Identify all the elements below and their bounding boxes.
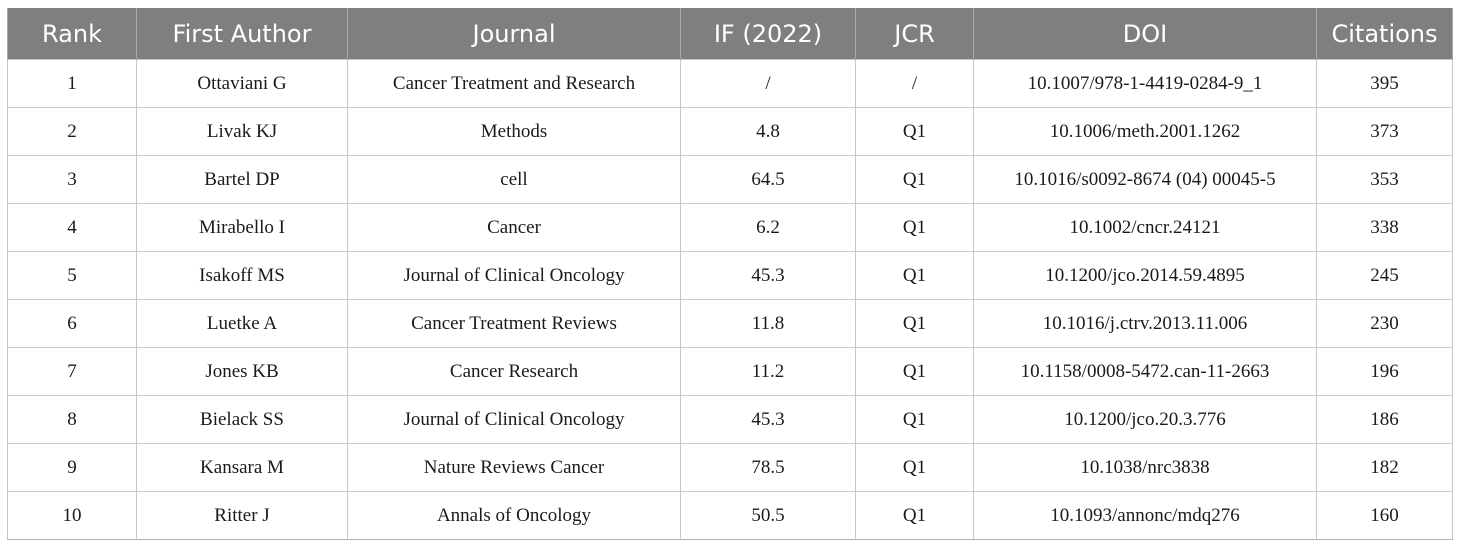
cell-journal: Cancer Treatment Reviews (347, 299, 681, 348)
cell-jcr: Q1 (855, 443, 974, 492)
table-row: 8 Bielack SS Journal of Clinical Oncolog… (7, 395, 1453, 444)
table-row: 7 Jones KB Cancer Research 11.2 Q1 10.11… (7, 347, 1453, 396)
cell-first-author: Luetke A (136, 299, 348, 348)
citations-table-container: Rank First Author Journal IF (2022) JCR … (7, 8, 1453, 540)
cell-rank: 3 (7, 155, 137, 204)
cell-impact-factor: 6.2 (680, 203, 856, 252)
cell-citations: 182 (1316, 443, 1453, 492)
cell-journal: cell (347, 155, 681, 204)
cell-rank: 5 (7, 251, 137, 300)
cell-citations: 395 (1316, 59, 1453, 108)
cell-rank: 2 (7, 107, 137, 156)
top-cited-papers-table: Rank First Author Journal IF (2022) JCR … (7, 8, 1453, 540)
table-row: 9 Kansara M Nature Reviews Cancer 78.5 Q… (7, 443, 1453, 492)
table-row: 1 Ottaviani G Cancer Treatment and Resea… (7, 59, 1453, 108)
cell-citations: 196 (1316, 347, 1453, 396)
cell-citations: 338 (1316, 203, 1453, 252)
header-jcr: JCR (855, 8, 974, 60)
cell-first-author: Mirabello I (136, 203, 348, 252)
cell-first-author: Ottaviani G (136, 59, 348, 108)
cell-journal: Journal of Clinical Oncology (347, 395, 681, 444)
cell-doi: 10.1006/meth.2001.1262 (973, 107, 1317, 156)
cell-doi: 10.1200/jco.20.3.776 (973, 395, 1317, 444)
table-row: 10 Ritter J Annals of Oncology 50.5 Q1 1… (7, 491, 1453, 540)
table-row: 3 Bartel DP cell 64.5 Q1 10.1016/s0092-8… (7, 155, 1453, 204)
cell-first-author: Bielack SS (136, 395, 348, 444)
cell-rank: 10 (7, 491, 137, 540)
cell-impact-factor: 11.8 (680, 299, 856, 348)
cell-doi: 10.1002/cncr.24121 (973, 203, 1317, 252)
cell-first-author: Bartel DP (136, 155, 348, 204)
table-header: Rank First Author Journal IF (2022) JCR … (7, 8, 1453, 60)
cell-first-author: Ritter J (136, 491, 348, 540)
cell-rank: 6 (7, 299, 137, 348)
cell-journal: Cancer Treatment and Research (347, 59, 681, 108)
cell-impact-factor: / (680, 59, 856, 108)
cell-citations: 160 (1316, 491, 1453, 540)
cell-jcr: Q1 (855, 347, 974, 396)
cell-citations: 186 (1316, 395, 1453, 444)
table-row: 6 Luetke A Cancer Treatment Reviews 11.8… (7, 299, 1453, 348)
cell-doi: 10.1200/jco.2014.59.4895 (973, 251, 1317, 300)
cell-citations: 230 (1316, 299, 1453, 348)
cell-jcr: Q1 (855, 251, 974, 300)
cell-impact-factor: 45.3 (680, 251, 856, 300)
cell-citations: 353 (1316, 155, 1453, 204)
cell-journal: Journal of Clinical Oncology (347, 251, 681, 300)
cell-doi: 10.1016/s0092-8674 (04) 00045-5 (973, 155, 1317, 204)
cell-rank: 8 (7, 395, 137, 444)
cell-doi: 10.1038/nrc3838 (973, 443, 1317, 492)
cell-impact-factor: 50.5 (680, 491, 856, 540)
cell-first-author: Jones KB (136, 347, 348, 396)
cell-journal: Cancer Research (347, 347, 681, 396)
cell-impact-factor: 11.2 (680, 347, 856, 396)
cell-journal: Cancer (347, 203, 681, 252)
table-body: 1 Ottaviani G Cancer Treatment and Resea… (7, 59, 1453, 540)
cell-jcr: / (855, 59, 974, 108)
header-rank: Rank (7, 8, 137, 60)
cell-jcr: Q1 (855, 299, 974, 348)
table-row: 4 Mirabello I Cancer 6.2 Q1 10.1002/cncr… (7, 203, 1453, 252)
cell-doi: 10.1007/978-1-4419-0284-9_1 (973, 59, 1317, 108)
cell-citations: 373 (1316, 107, 1453, 156)
cell-rank: 9 (7, 443, 137, 492)
cell-jcr: Q1 (855, 491, 974, 540)
table-row: 2 Livak KJ Methods 4.8 Q1 10.1006/meth.2… (7, 107, 1453, 156)
cell-jcr: Q1 (855, 107, 974, 156)
cell-impact-factor: 45.3 (680, 395, 856, 444)
cell-first-author: Livak KJ (136, 107, 348, 156)
cell-journal: Nature Reviews Cancer (347, 443, 681, 492)
cell-journal: Annals of Oncology (347, 491, 681, 540)
cell-impact-factor: 78.5 (680, 443, 856, 492)
cell-impact-factor: 64.5 (680, 155, 856, 204)
cell-doi: 10.1016/j.ctrv.2013.11.006 (973, 299, 1317, 348)
cell-rank: 7 (7, 347, 137, 396)
cell-doi: 10.1093/annonc/mdq276 (973, 491, 1317, 540)
cell-journal: Methods (347, 107, 681, 156)
cell-jcr: Q1 (855, 155, 974, 204)
cell-rank: 1 (7, 59, 137, 108)
header-first-author: First Author (136, 8, 348, 60)
cell-impact-factor: 4.8 (680, 107, 856, 156)
cell-jcr: Q1 (855, 395, 974, 444)
header-impact-factor: IF (2022) (680, 8, 856, 60)
table-row: 5 Isakoff MS Journal of Clinical Oncolog… (7, 251, 1453, 300)
header-citations: Citations (1316, 8, 1453, 60)
cell-jcr: Q1 (855, 203, 974, 252)
header-journal: Journal (347, 8, 681, 60)
cell-rank: 4 (7, 203, 137, 252)
cell-citations: 245 (1316, 251, 1453, 300)
cell-first-author: Isakoff MS (136, 251, 348, 300)
header-doi: DOI (973, 8, 1317, 60)
header-row: Rank First Author Journal IF (2022) JCR … (7, 8, 1453, 60)
cell-first-author: Kansara M (136, 443, 348, 492)
cell-doi: 10.1158/0008-5472.can-11-2663 (973, 347, 1317, 396)
